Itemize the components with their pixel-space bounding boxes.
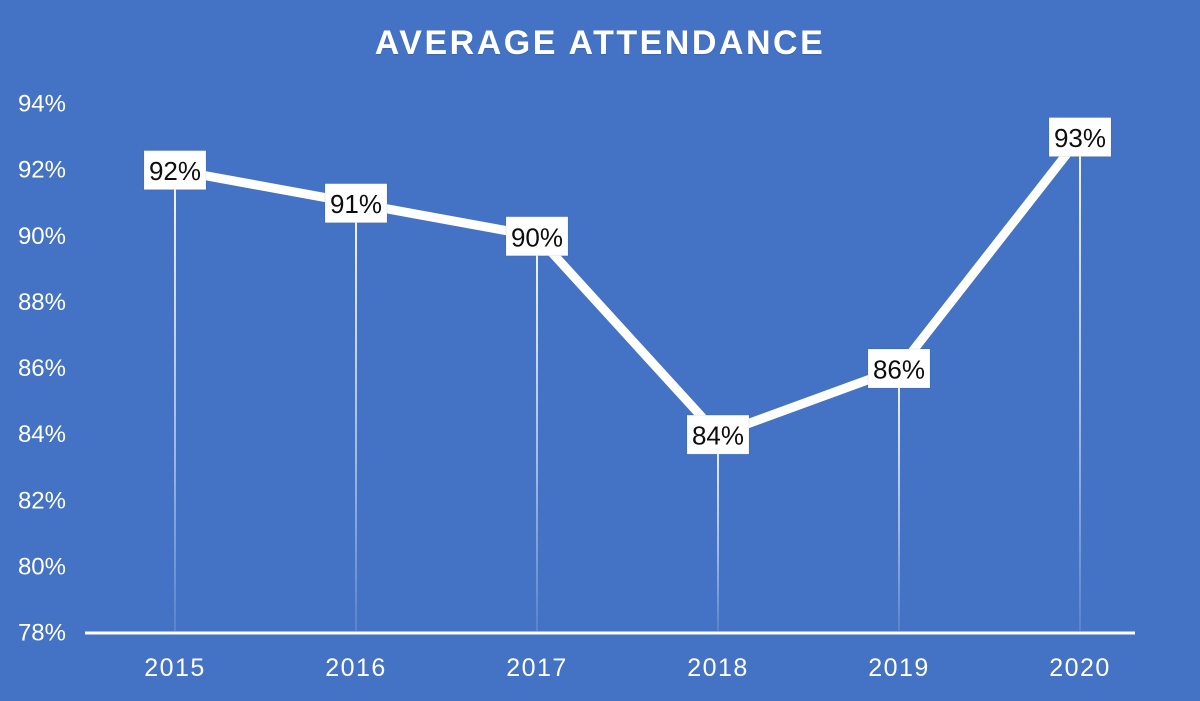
x-axis-category-label: 2017 — [506, 654, 568, 682]
data-label-value: 93% — [1054, 123, 1106, 153]
x-axis-category-label: 2020 — [1049, 654, 1111, 682]
data-label-value: 86% — [873, 355, 925, 385]
drop-line — [717, 434, 719, 631]
x-axis-category-label: 2018 — [687, 654, 749, 682]
y-axis-tick-label: 94% — [18, 91, 66, 118]
y-axis-tick-label: 92% — [18, 157, 66, 184]
y-axis-tick-label: 82% — [18, 487, 66, 514]
y-axis-tick-label: 86% — [18, 355, 66, 382]
data-label-box — [324, 183, 388, 224]
drop-line — [174, 170, 176, 631]
y-axis-tick-label: 90% — [18, 223, 66, 250]
series-line-average-attendance — [170, 132, 1085, 440]
data-label-box — [867, 348, 931, 389]
data-label-value: 90% — [511, 222, 563, 252]
data-label-box — [505, 216, 569, 257]
drop-line — [355, 203, 357, 631]
x-axis-category-label: 2016 — [325, 654, 387, 682]
y-axis-tick-label: 80% — [18, 553, 66, 580]
data-label-value: 84% — [692, 421, 744, 451]
y-axis-tick-label: 88% — [18, 289, 66, 316]
y-axis-tick-label: 84% — [18, 421, 66, 448]
data-label-box — [686, 414, 750, 455]
x-axis-category-label: 2019 — [868, 654, 930, 682]
drop-line — [898, 368, 900, 631]
data-label-value: 91% — [330, 189, 382, 219]
drop-line — [536, 236, 538, 631]
data-label-box — [143, 150, 207, 191]
y-axis-tick-label: 78% — [18, 620, 66, 647]
data-labels-group: 92% 91% 90% 84% 86% 93% — [143, 117, 1112, 455]
data-label-box — [1048, 117, 1112, 158]
x-axis-category-label: 2015 — [144, 654, 206, 682]
drop-lines-group — [174, 137, 1081, 631]
tick-labels-group: 78% 80% 82% 84% 86% 88% 90% 92% 94% 2015 2016 2017 2… — [18, 91, 1111, 683]
data-label-value: 92% — [149, 156, 201, 186]
chart-title: AVERAGE ATTENDANCE — [374, 24, 826, 62]
drop-line — [1079, 137, 1081, 631]
series-layer — [170, 132, 1085, 440]
